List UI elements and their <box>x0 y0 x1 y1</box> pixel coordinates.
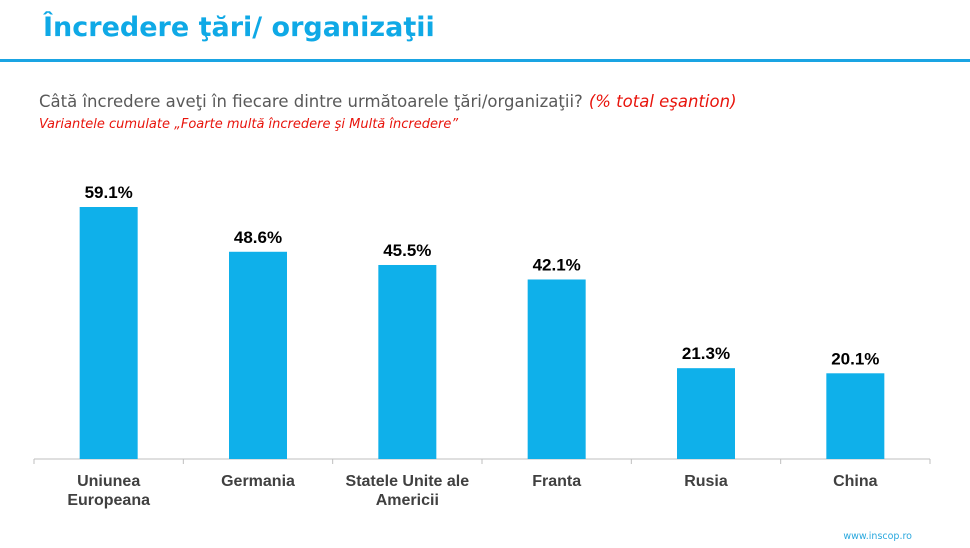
cumulated-options-note: Variantele cumulate „Foarte multă încred… <box>39 117 459 132</box>
category-label: China <box>833 473 878 490</box>
question-note: (% total eşantion) <box>588 92 737 111</box>
bar <box>677 368 735 459</box>
data-label: 20.1% <box>831 349 879 368</box>
category-label: Rusia <box>684 473 728 490</box>
footer-url: www.inscop.ro <box>843 531 912 542</box>
bar <box>79 207 138 459</box>
title-divider <box>0 59 970 62</box>
survey-question: Câtă încredere aveţi în fiecare dintre u… <box>39 92 737 111</box>
page-title: Încredere ţări/ organizaţii <box>43 12 435 43</box>
data-label: 42.1% <box>533 255 581 274</box>
category-label: Uniunea <box>77 473 140 490</box>
category-label: Europeana <box>67 492 150 509</box>
bar <box>378 264 437 459</box>
data-label: 48.6% <box>234 228 282 247</box>
bar <box>527 279 586 459</box>
bar <box>826 373 885 459</box>
category-label: Franta <box>532 473 581 490</box>
category-label: Americii <box>376 492 439 509</box>
data-label: 45.5% <box>383 241 431 260</box>
category-label: Germania <box>221 473 295 490</box>
data-label: 21.3% <box>682 344 730 363</box>
data-label: 59.1% <box>85 183 133 202</box>
question-text: Câtă încredere aveţi în fiecare dintre u… <box>39 92 583 111</box>
bar <box>229 251 287 459</box>
category-label: Statele Unite ale <box>346 473 470 490</box>
